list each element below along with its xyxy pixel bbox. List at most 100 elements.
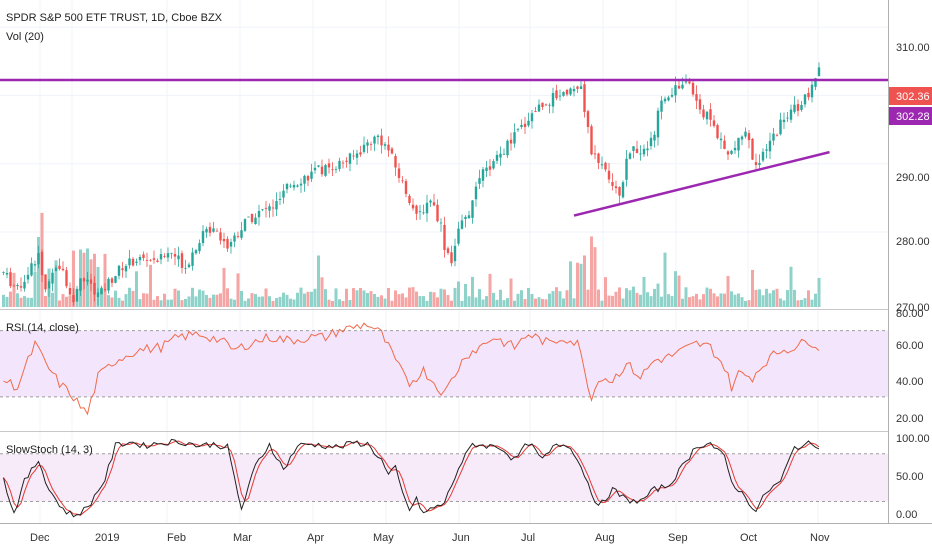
candle-body xyxy=(54,267,58,272)
candle-body xyxy=(439,222,443,224)
volume-bar xyxy=(30,297,33,307)
candle-body xyxy=(492,161,495,169)
candle-body xyxy=(478,178,481,184)
candle-body xyxy=(222,238,226,242)
volume-label[interactable]: Vol (20) xyxy=(6,31,44,43)
candle-body xyxy=(415,205,418,214)
candle-body xyxy=(324,165,327,176)
candle-body xyxy=(695,94,698,101)
volume-bar xyxy=(614,291,618,307)
volume-bar xyxy=(810,299,814,307)
candle-body xyxy=(733,147,737,151)
volume-bar xyxy=(387,287,390,307)
symbol-title[interactable]: SPDR S&P 500 ETF TRUST, 1D, Cboe BZX xyxy=(6,12,223,24)
volume-bar xyxy=(289,298,292,307)
candle-body xyxy=(408,195,411,204)
volume-bar xyxy=(579,263,583,307)
candle-body xyxy=(131,258,135,266)
volume-bar xyxy=(191,287,194,307)
candle-body xyxy=(19,286,23,288)
candle-body xyxy=(268,206,271,211)
candle-body xyxy=(590,126,593,155)
volume-bar xyxy=(429,291,432,307)
volume-bar xyxy=(513,300,516,307)
stoch-label[interactable]: SlowStoch (14, 3) xyxy=(6,444,93,456)
volume-bar xyxy=(418,296,422,307)
volume-bar xyxy=(817,277,821,307)
candle-body xyxy=(292,184,296,188)
candle-body xyxy=(58,265,61,270)
candle-body xyxy=(635,148,639,154)
candle-body xyxy=(726,151,730,155)
candle-body xyxy=(481,169,485,181)
candle-body xyxy=(411,204,415,209)
candle-body xyxy=(562,91,565,96)
support-trendline[interactable] xyxy=(573,150,830,217)
candle-body xyxy=(212,228,215,232)
volume-bar xyxy=(684,287,688,307)
candle-body xyxy=(565,89,569,95)
candle-body xyxy=(327,163,331,168)
candle-body xyxy=(758,162,761,166)
volume-bar xyxy=(660,296,663,307)
time-tick-label: Dec xyxy=(30,532,50,544)
time-axis[interactable]: Dec 2019 Feb Mar Apr May Jun Jul Aug Sep… xyxy=(30,532,830,544)
volume-bar xyxy=(782,300,786,307)
volume-bar xyxy=(404,297,408,307)
candle-body xyxy=(789,109,793,120)
volume-bar xyxy=(58,300,61,307)
candle-body xyxy=(779,119,782,135)
candle-body xyxy=(593,153,597,155)
candle-body xyxy=(558,95,562,97)
candle-body xyxy=(240,230,243,238)
candle-body xyxy=(96,292,100,297)
candle-body xyxy=(684,81,688,83)
volume-bar xyxy=(516,293,520,307)
volume-bar xyxy=(373,293,376,307)
time-tick-label: May xyxy=(373,532,394,544)
volume-bar xyxy=(296,292,299,307)
candle-body xyxy=(387,144,390,151)
volume-bar xyxy=(551,291,555,307)
volume-bar xyxy=(775,288,779,307)
volume-bar xyxy=(737,293,740,307)
volume-bar xyxy=(5,297,9,307)
volume-bar xyxy=(411,287,415,307)
candle-body xyxy=(44,274,47,290)
volume-bar xyxy=(761,295,765,307)
volume-bar xyxy=(61,294,65,307)
candle-body xyxy=(509,139,513,144)
candle-body xyxy=(310,171,313,179)
volume-bar xyxy=(401,293,404,307)
time-tick-label: Oct xyxy=(740,532,757,544)
candle-body xyxy=(201,231,205,244)
rsi-label[interactable]: RSI (14, close) xyxy=(6,322,79,334)
candle-body xyxy=(705,111,709,120)
volume-bar xyxy=(212,294,215,307)
candle-body xyxy=(775,134,779,136)
volume-bar xyxy=(194,296,198,307)
volume-bar xyxy=(607,295,611,307)
volume-bar xyxy=(198,289,201,307)
candle-body xyxy=(485,167,488,171)
candle-body xyxy=(68,288,72,295)
candle-body xyxy=(583,84,586,112)
volume-bar xyxy=(772,290,775,307)
price-pane[interactable] xyxy=(0,0,888,307)
candle-body xyxy=(257,210,261,218)
volume-bar xyxy=(138,299,142,307)
volume-bar xyxy=(285,294,289,307)
candle-body xyxy=(803,94,807,105)
candle-body xyxy=(436,204,439,222)
volume-bar xyxy=(443,289,446,307)
stoch-tick-label: 100.00 xyxy=(896,433,930,445)
volume-bar xyxy=(261,296,264,307)
candle-body xyxy=(303,175,306,184)
stoch-tick-label: 0.00 xyxy=(896,509,917,521)
candle-body xyxy=(520,125,523,128)
volume-bar xyxy=(114,290,117,307)
candle-body xyxy=(418,211,422,213)
candle-body xyxy=(121,268,124,271)
volume-bar xyxy=(226,288,229,307)
